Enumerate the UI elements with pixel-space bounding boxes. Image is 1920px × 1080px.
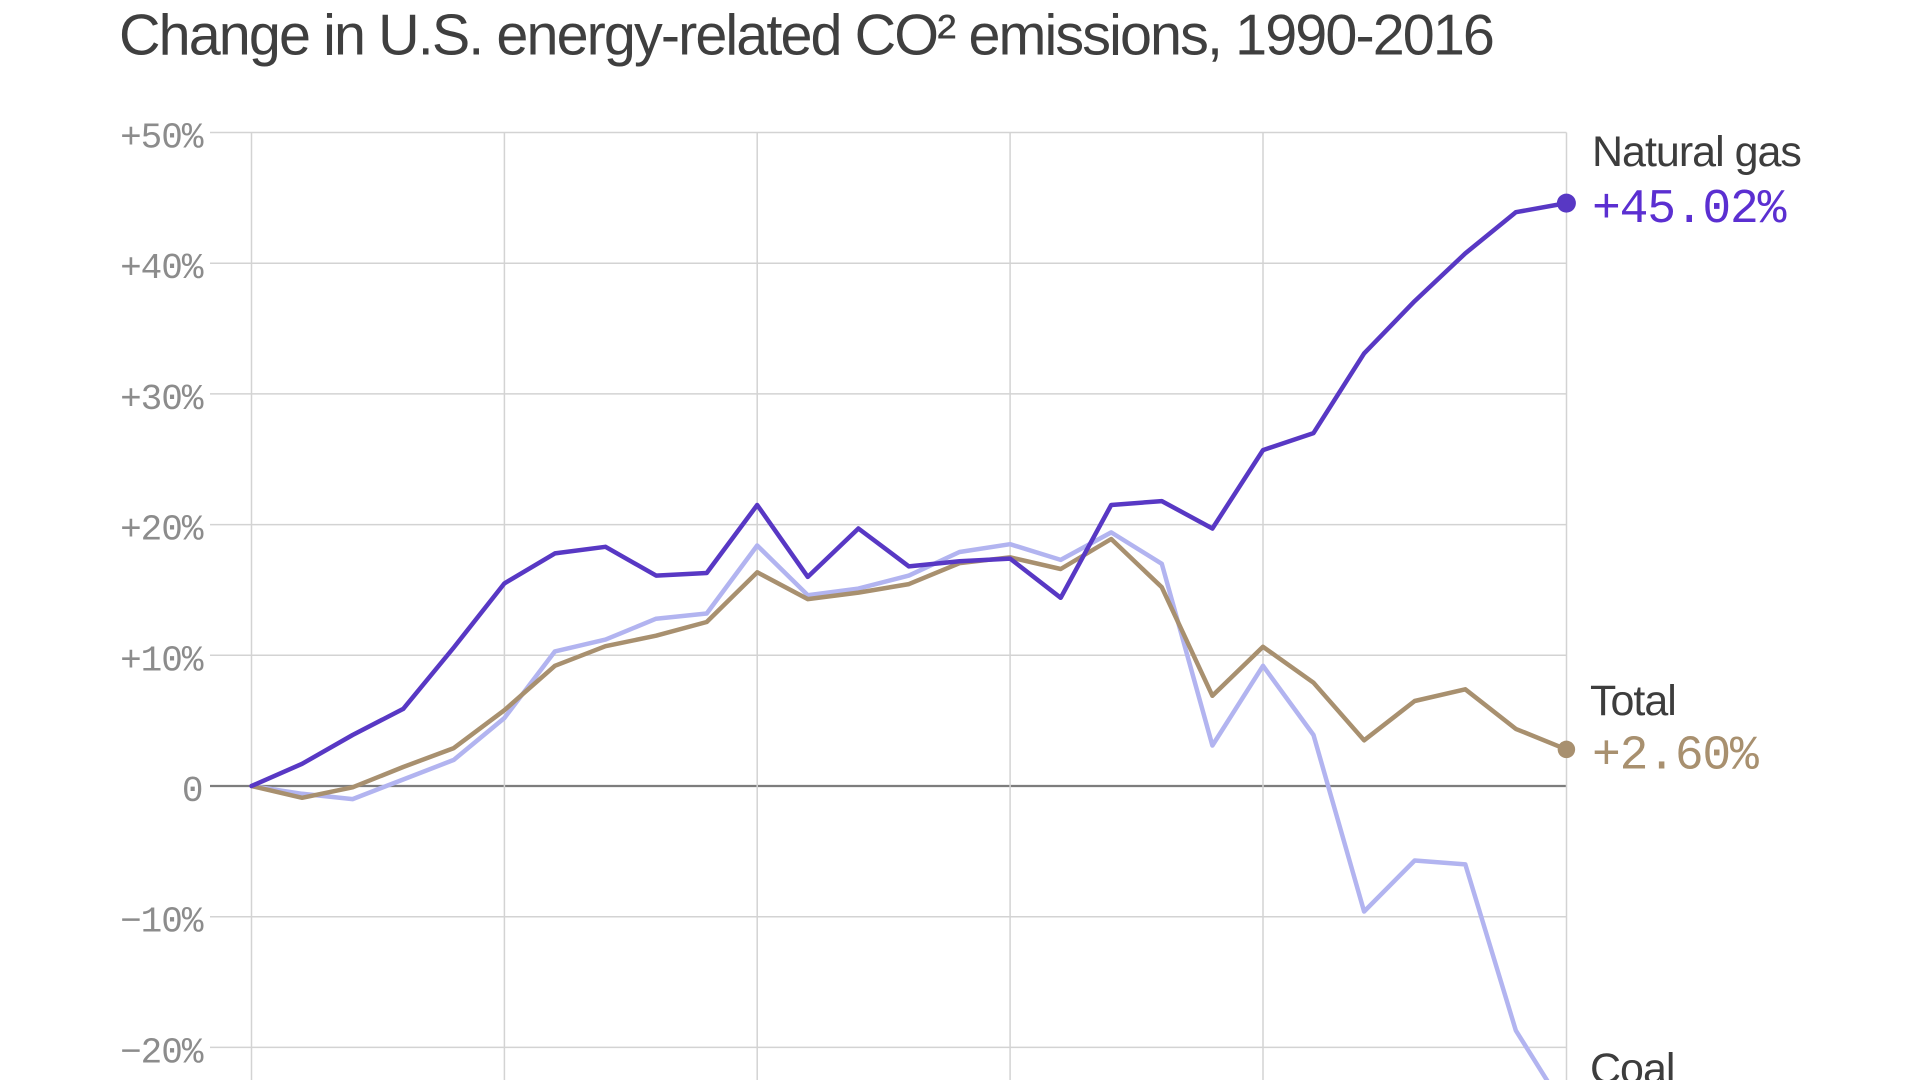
svg-text:Natural gas: Natural gas <box>1592 128 1801 176</box>
svg-text:0: 0 <box>182 771 203 812</box>
svg-text:+2.60%: +2.60% <box>1592 729 1759 783</box>
svg-text:Total: Total <box>1590 677 1676 725</box>
svg-text:+10%: +10% <box>120 640 204 681</box>
svg-text:+45.02%: +45.02% <box>1592 183 1787 237</box>
svg-text:Change in U.S. energy-related: Change in U.S. energy-related CO² emissi… <box>119 4 1493 68</box>
svg-text:Coal: Coal <box>1590 1045 1674 1080</box>
svg-text:−20%: −20% <box>120 1032 204 1073</box>
svg-text:+40%: +40% <box>120 248 204 289</box>
svg-text:−10%: −10% <box>120 902 204 943</box>
svg-text:+20%: +20% <box>120 510 204 551</box>
svg-text:+30%: +30% <box>120 379 204 420</box>
svg-text:+50%: +50% <box>120 118 204 159</box>
